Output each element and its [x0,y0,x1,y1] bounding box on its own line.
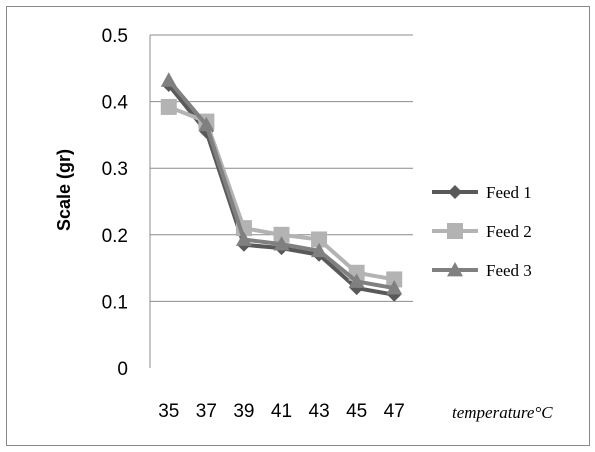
y-axis-label: Scale (gr) [54,149,74,231]
series-line-feed-3 [167,78,395,291]
data-point-feed-2 [311,231,328,248]
legend-label-feed-1: Feed 1 [486,183,532,202]
x-tick-label: 37 [196,401,217,422]
data-point-feed-2 [273,226,290,243]
x-tick-label: 45 [346,401,367,422]
legend-marker-feed-1 [448,185,462,199]
y-axis-ticks: 0 0.1 0.2 0.3 0.4 0.5 [102,26,129,380]
x-tick-label: 39 [233,401,254,422]
series-group [160,72,403,302]
legend-marker-feed-2 [447,223,463,239]
data-point-feed-3 [273,236,290,251]
grid-lines [149,34,413,368]
data-point-feed-3 [311,242,328,258]
legend: Feed 1 Feed 2 Feed 3 [432,183,532,280]
data-point-feed-3 [198,116,215,132]
legend-marker-feed-3 [447,262,463,277]
y-tick-label: 0.1 [102,292,128,313]
x-tick-label: 41 [271,401,292,422]
legend-label-feed-2: Feed 2 [486,222,532,241]
legend-label-feed-3: Feed 3 [486,261,532,280]
x-tick-label: 35 [158,401,179,422]
y-tick-label: 0 [117,359,128,380]
data-point-feed-3 [348,273,365,288]
data-point-feed-2 [386,271,403,288]
x-axis-ticks: 35 37 39 41 43 45 47 [158,401,405,422]
y-tick-label: 0.3 [102,159,128,180]
data-point-feed-2 [160,98,177,115]
y-tick-label: 0.4 [102,93,129,114]
data-point-feed-3 [235,231,252,246]
x-tick-label: 47 [384,401,405,422]
y-tick-label: 0.5 [102,26,128,47]
y-tick-label: 0.2 [102,226,128,247]
data-point-feed-3 [160,72,177,87]
x-tick-label: 43 [309,401,330,422]
data-point-feed-3 [386,280,403,295]
x-axis-label: temperature°C [452,403,553,422]
chart-frame [6,6,590,446]
